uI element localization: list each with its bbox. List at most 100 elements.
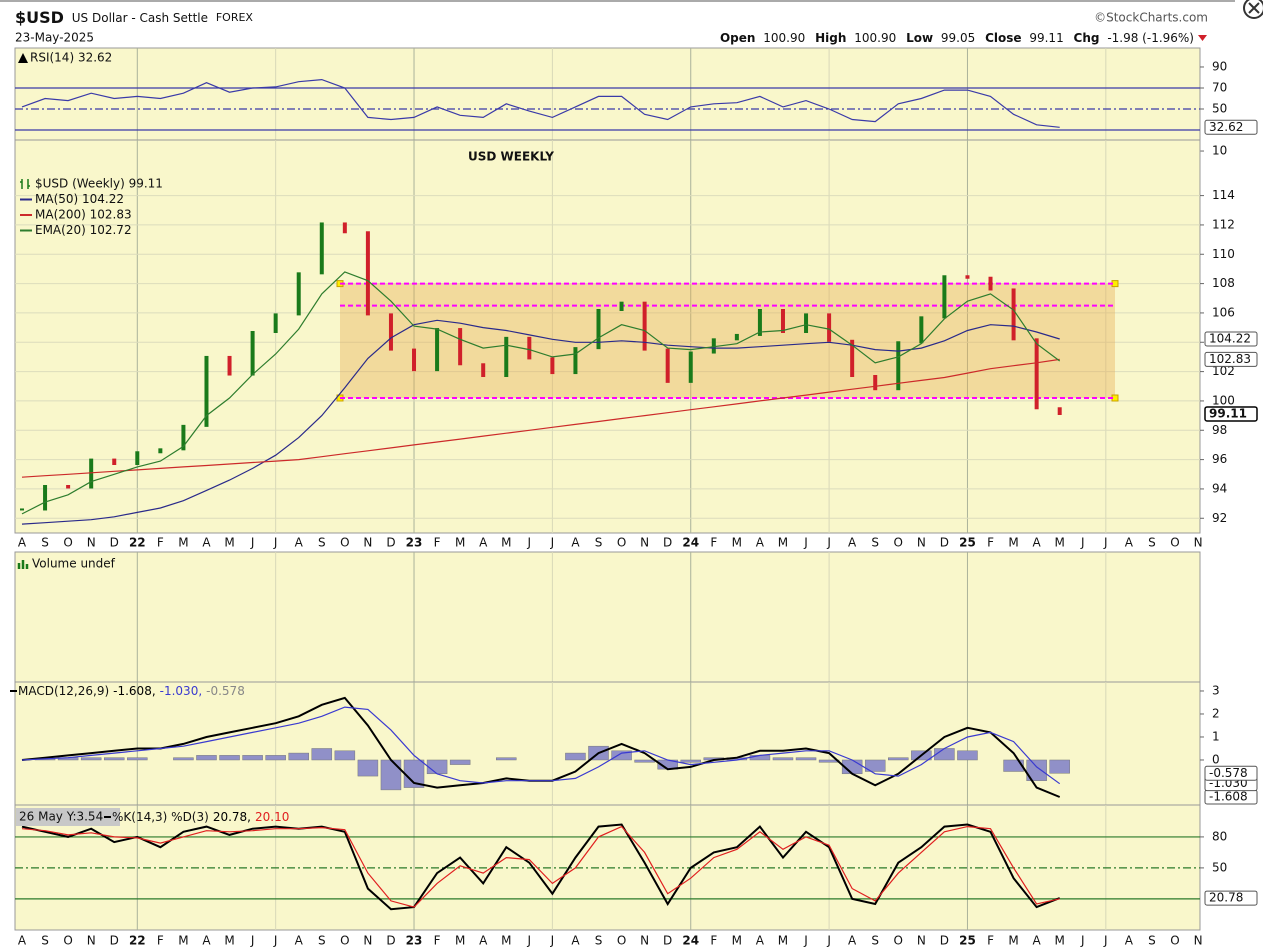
x-tick-label: M [224, 934, 234, 948]
histogram-bar [795, 757, 817, 761]
price-bar [988, 276, 993, 291]
price-bar [804, 313, 809, 333]
x-tick-label: M [732, 536, 742, 550]
series-line [21, 825, 1060, 908]
legend-title: Volume undef [32, 557, 116, 571]
x-tick-label: J [273, 934, 278, 948]
price-bar [527, 336, 532, 360]
price-bar [112, 458, 117, 465]
price-bar [596, 309, 601, 350]
y-tick-label: 100 [1212, 393, 1235, 407]
x-tick-label: J [550, 934, 555, 948]
last-value: 102.83 [1209, 352, 1251, 366]
last-value-box [1204, 331, 1258, 347]
price-bar [388, 313, 393, 351]
quote: Open 100.90 High 100.90 Low 99.05 Close … [720, 31, 1194, 45]
x-tick-label: S [1148, 536, 1156, 550]
price-bar [66, 485, 71, 489]
x-tick-label: A [479, 536, 488, 550]
x-tick-label: J [1103, 536, 1108, 550]
legend-icon [18, 53, 28, 63]
price-bar [942, 275, 947, 319]
x-tick-label: O [340, 934, 349, 948]
x-tick-label: N [917, 536, 926, 550]
tooltip-box [16, 808, 120, 826]
x-tick-label: F [157, 536, 164, 550]
x-tick-label: M [455, 536, 465, 550]
y-tick-label: 10 [1212, 144, 1227, 158]
panel [14, 47, 1201, 141]
y-tick-label: 92 [1212, 511, 1227, 525]
x-tick-label: F [710, 536, 717, 550]
price-bar [734, 333, 739, 341]
last-value-box [1204, 890, 1258, 906]
x-tick-label: 22 [129, 536, 146, 550]
price-bar [711, 338, 716, 354]
y-tick-label: 50 [1212, 860, 1227, 874]
price-bar [227, 355, 232, 376]
tooltip: 26 May Y:3.54 [19, 810, 103, 824]
x-tick-label: A [202, 536, 211, 550]
histogram-bar [219, 755, 240, 761]
price-bar [250, 331, 255, 376]
x-tick-label: F [710, 934, 717, 948]
price-bar [757, 309, 762, 336]
price-bar [365, 231, 370, 316]
chart-title: USD WEEKLY [468, 150, 554, 164]
price-bar [780, 309, 785, 333]
x-tick-label: M [732, 934, 742, 948]
x-tick-label: O [63, 934, 72, 948]
price-bar [1011, 288, 1016, 341]
panel [14, 551, 1201, 683]
x-tick-label: M [1055, 934, 1065, 948]
x-tick-label: N [640, 934, 649, 948]
x-tick-label: J [1080, 536, 1085, 550]
legend-entry: EMA(20) 102.72 [35, 223, 132, 237]
x-tick-label: N [1194, 536, 1203, 550]
price-bar [619, 301, 624, 311]
price-bar [204, 355, 209, 427]
price-bar [827, 313, 832, 342]
last-value: 99.11 [1209, 406, 1247, 420]
x-tick-label: S [318, 536, 326, 550]
x-tick-label: D [110, 934, 119, 948]
price-bar [273, 313, 278, 333]
price-bar [1034, 338, 1039, 410]
legend-icon [17, 560, 29, 569]
range-box [340, 283, 1115, 398]
y-tick-label: 0 [1212, 752, 1220, 766]
y-tick-label: 70 [1212, 80, 1227, 94]
x-tick-label: O [894, 934, 903, 948]
price-bar [481, 363, 486, 377]
price-bar [642, 301, 647, 351]
price-bar [1057, 407, 1062, 415]
histogram-bar [772, 757, 794, 761]
date: 23-May-2025 [15, 31, 94, 45]
last-value-box [1204, 119, 1258, 135]
series-line [21, 271, 1061, 515]
x-tick-label: F [434, 934, 441, 948]
series-line [21, 319, 1060, 525]
histogram-bar [103, 757, 125, 761]
series-line [21, 358, 1060, 478]
x-tick-label: N [87, 536, 96, 550]
price-bar [573, 347, 578, 375]
x-tick-label: J [1103, 934, 1108, 948]
x-tick-label: O [894, 536, 903, 550]
x-tick-label: O [1170, 934, 1179, 948]
histogram-bar [749, 755, 771, 761]
x-tick-label: M [455, 934, 465, 948]
panel [14, 681, 1201, 806]
x-tick-label: A [1125, 536, 1134, 550]
high: 100.90 [854, 31, 896, 45]
price-bar [319, 222, 324, 275]
x-tick-label: J [1080, 934, 1085, 948]
y-tick-label: 50 [1212, 102, 1227, 116]
y-tick-label: 96 [1212, 452, 1227, 466]
price-bar [550, 357, 555, 375]
series-line [21, 706, 1061, 785]
x-tick-label: M [224, 536, 234, 550]
high-label: High [815, 31, 846, 45]
x-tick-label: O [1170, 536, 1179, 550]
